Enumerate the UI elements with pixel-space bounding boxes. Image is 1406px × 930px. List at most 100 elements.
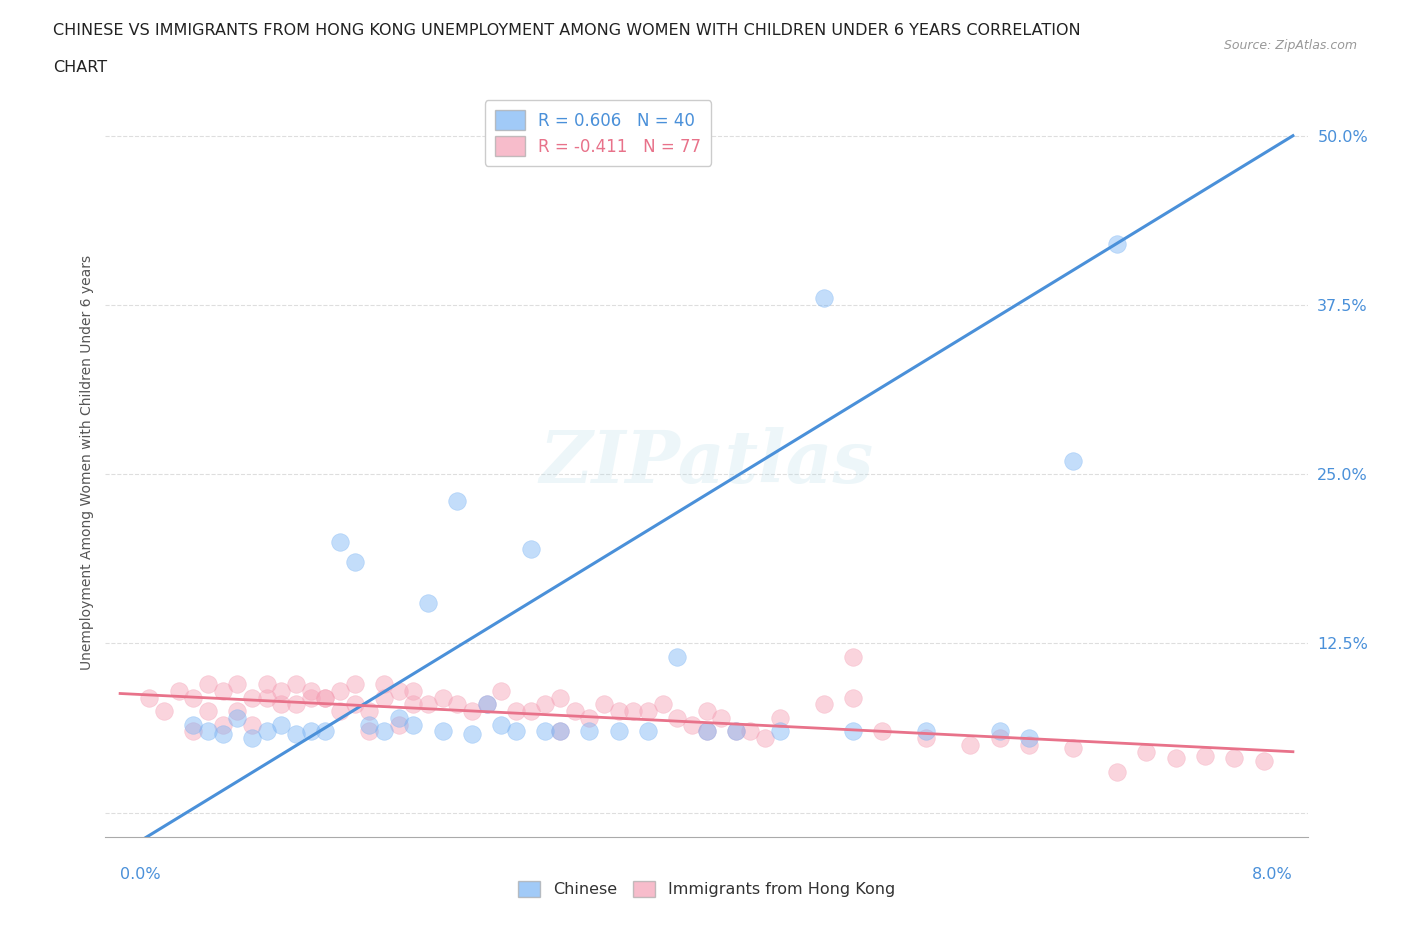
Point (696, 724, 718, 738)
Point (461, 726, 484, 741)
Point (681, 717, 703, 732)
Point (211, 717, 233, 732)
Point (432, 724, 454, 738)
Point (1105, 764, 1128, 779)
Point (197, 724, 219, 738)
Point (373, 690, 395, 705)
Text: ZIPatlas: ZIPatlas (540, 427, 873, 498)
Point (842, 724, 865, 738)
Point (314, 690, 336, 705)
Point (1164, 751, 1187, 766)
Point (226, 677, 249, 692)
Point (578, 724, 600, 738)
Text: 0.0%: 0.0% (120, 867, 160, 882)
Point (285, 697, 308, 711)
Point (666, 649, 689, 664)
Point (564, 704, 586, 719)
Point (621, 704, 644, 719)
Point (299, 684, 322, 698)
Point (388, 717, 411, 732)
Point (183, 690, 205, 705)
Point (416, 595, 439, 610)
Point (183, 724, 205, 738)
Point (240, 731, 263, 746)
Point (475, 697, 498, 711)
Point (1062, 740, 1084, 755)
Point (519, 704, 541, 719)
Point (475, 697, 498, 711)
Point (842, 690, 865, 705)
Point (285, 726, 308, 741)
Point (329, 704, 352, 719)
Point (432, 690, 454, 705)
Point (402, 717, 425, 732)
Point (842, 649, 865, 664)
Point (329, 684, 352, 698)
Point (740, 724, 762, 738)
Point (167, 684, 190, 698)
Point (197, 677, 219, 692)
Point (651, 697, 673, 711)
Point (285, 677, 308, 692)
Point (813, 291, 835, 306)
Point (593, 697, 616, 711)
Point (548, 690, 571, 705)
Point (607, 704, 630, 719)
Point (710, 711, 733, 725)
Point (329, 535, 352, 550)
Point (754, 731, 776, 746)
Point (402, 684, 425, 698)
Point (240, 690, 263, 705)
Point (343, 554, 366, 569)
Point (915, 731, 938, 746)
Point (211, 684, 233, 698)
Point (373, 677, 395, 692)
Point (505, 724, 527, 738)
Point (769, 724, 792, 738)
Point (416, 697, 439, 711)
Point (359, 704, 381, 719)
Point (373, 724, 395, 738)
Point (1135, 744, 1157, 759)
Point (724, 724, 747, 738)
Point (548, 724, 571, 738)
Point (666, 711, 689, 725)
Point (491, 717, 513, 732)
Point (299, 690, 322, 705)
Point (637, 724, 659, 738)
Point (915, 724, 938, 738)
Point (461, 704, 484, 719)
Point (270, 684, 292, 698)
Text: CHART: CHART (53, 60, 107, 75)
Point (211, 726, 233, 741)
Point (343, 697, 366, 711)
Point (138, 690, 160, 705)
Point (226, 704, 249, 719)
Point (696, 724, 718, 738)
Point (197, 704, 219, 719)
Point (696, 704, 718, 719)
Point (240, 717, 263, 732)
Point (534, 697, 557, 711)
Point (1018, 737, 1040, 752)
Point (1253, 753, 1275, 768)
Point (314, 690, 336, 705)
Point (872, 724, 894, 738)
Point (548, 724, 571, 738)
Point (183, 717, 205, 732)
Point (1062, 453, 1084, 468)
Point (314, 724, 336, 738)
Point (1105, 236, 1128, 251)
Point (505, 704, 527, 719)
Point (343, 677, 366, 692)
Point (519, 541, 541, 556)
Legend: Chinese, Immigrants from Hong Kong: Chinese, Immigrants from Hong Kong (512, 874, 901, 904)
Y-axis label: Unemployment Among Women with Children Under 6 years: Unemployment Among Women with Children U… (80, 255, 94, 671)
Point (988, 724, 1011, 738)
Point (402, 697, 425, 711)
Point (359, 717, 381, 732)
Point (1018, 731, 1040, 746)
Point (491, 684, 513, 698)
Point (959, 737, 981, 752)
Point (769, 711, 792, 725)
